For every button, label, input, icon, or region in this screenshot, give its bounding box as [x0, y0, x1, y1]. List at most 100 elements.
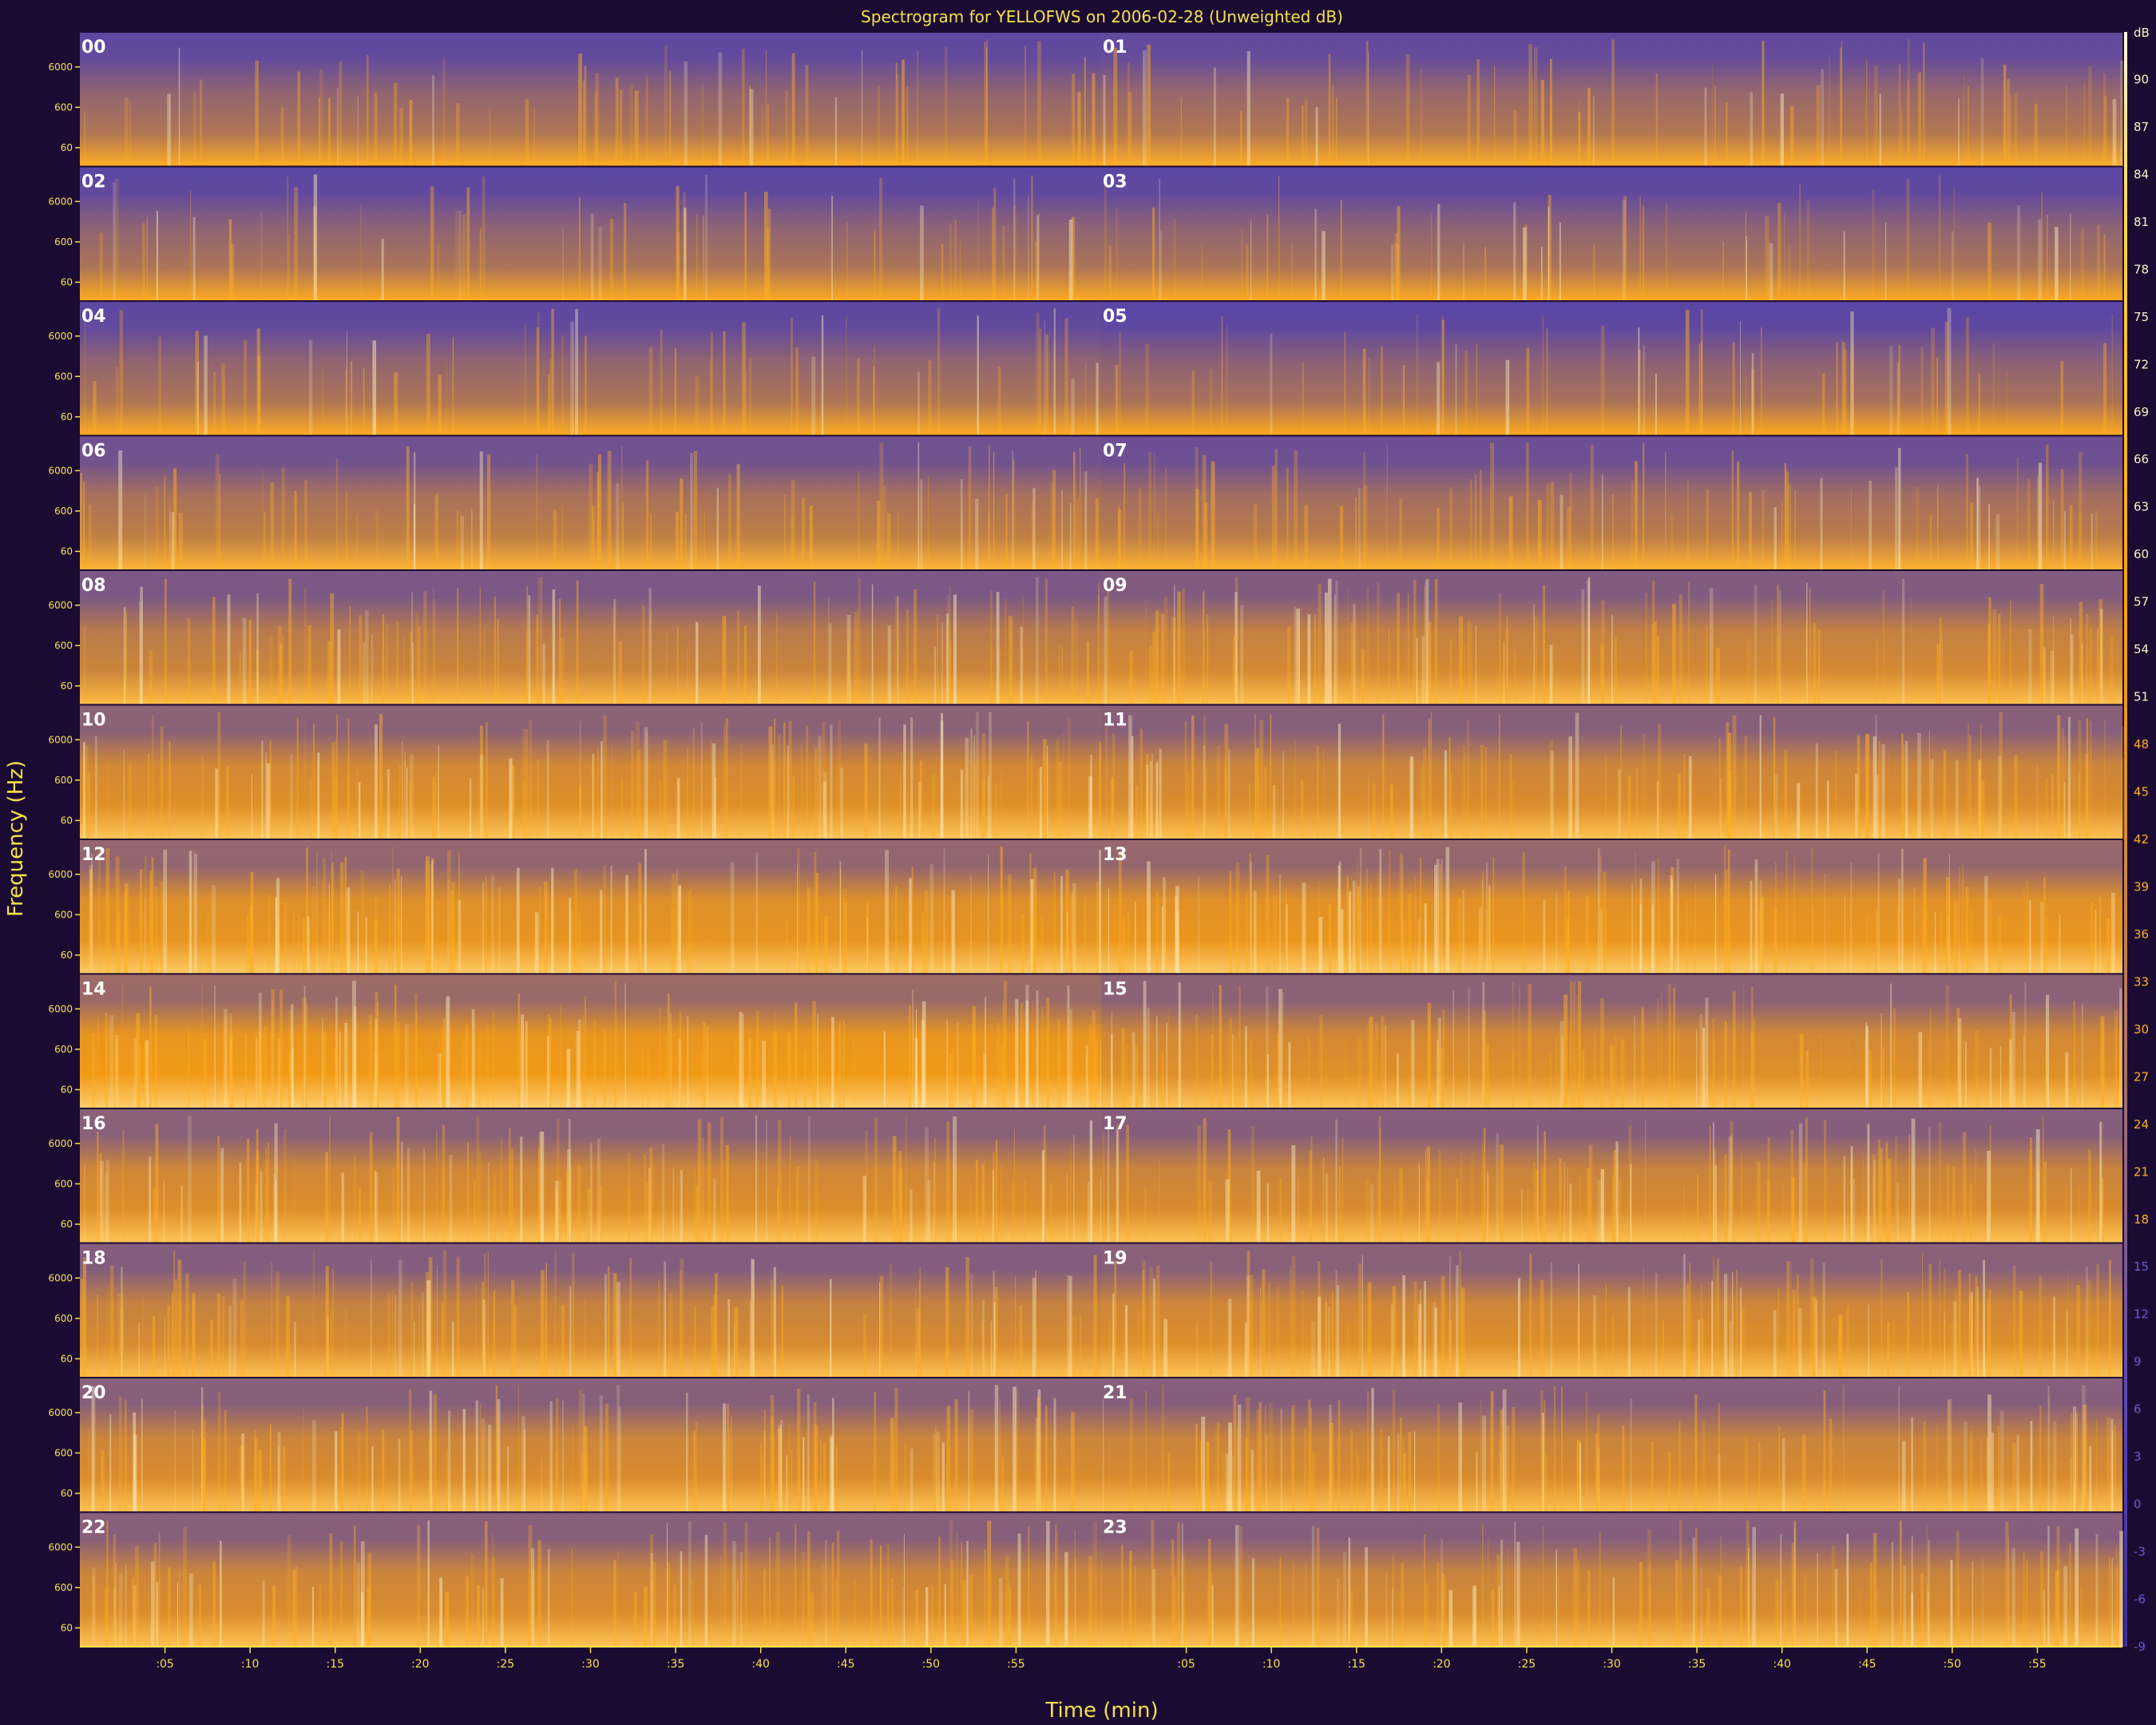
- hour-label-right: 21: [1103, 1383, 1128, 1403]
- streak: [446, 996, 450, 1108]
- hour-panel: 13: [1101, 839, 2122, 974]
- streak: [1416, 638, 1418, 705]
- streak: [1778, 1426, 1781, 1513]
- streak: [1820, 478, 1823, 570]
- streak: [1357, 1038, 1361, 1108]
- streak: [696, 214, 698, 301]
- streak: [97, 1016, 99, 1108]
- streak: [2095, 909, 2097, 974]
- streak: [2067, 1271, 2069, 1378]
- streak: [2100, 609, 2103, 705]
- streak: [2038, 462, 2043, 570]
- streak: [1086, 641, 1090, 705]
- streak: [1705, 997, 1709, 1108]
- streak: [325, 1152, 329, 1243]
- streak: [1682, 1184, 1686, 1243]
- streak: [1060, 876, 1063, 974]
- streak: [1036, 990, 1039, 1108]
- streak: [360, 205, 362, 301]
- streak: [195, 331, 199, 436]
- streak: [1598, 1447, 1600, 1513]
- streak: [1906, 178, 1910, 301]
- y-tick-label: 60: [61, 815, 73, 826]
- streak: [925, 1587, 929, 1647]
- streak: [787, 1032, 791, 1108]
- streak: [1976, 478, 1979, 570]
- streak: [831, 1542, 834, 1647]
- streak: [1540, 1279, 1544, 1378]
- streak: [684, 61, 688, 167]
- y-tick-label: 6000: [48, 1272, 73, 1283]
- streak: [992, 1170, 994, 1243]
- streak: [2102, 73, 2106, 167]
- streak: [394, 372, 398, 436]
- streak: [1071, 1412, 1075, 1513]
- streak: [1045, 1406, 1048, 1513]
- streak: [985, 997, 986, 1108]
- streak: [1491, 1589, 1495, 1647]
- streak: [446, 1449, 448, 1513]
- streak: [664, 45, 668, 167]
- streak: [1585, 895, 1590, 974]
- streak: [1639, 904, 1642, 974]
- streak: [256, 649, 260, 705]
- streak: [1183, 1592, 1185, 1647]
- streak: [106, 1521, 109, 1647]
- streak: [386, 768, 390, 839]
- streak: [879, 1545, 882, 1647]
- streak: [2119, 988, 2122, 1108]
- streak: [638, 862, 642, 974]
- streak: [871, 584, 874, 705]
- streak: [1550, 1262, 1552, 1378]
- spectrogram-row: 14 15: [80, 974, 2122, 1108]
- streak: [1149, 1267, 1153, 1378]
- hour-panel: 19: [1101, 1243, 2122, 1378]
- streak: [2055, 227, 2059, 301]
- streak: [1104, 179, 1107, 301]
- hour-label-left: 08: [81, 576, 106, 596]
- streak: [1787, 483, 1791, 570]
- streak: [517, 1386, 520, 1513]
- streak: [1992, 343, 1995, 436]
- streak: [1441, 319, 1445, 436]
- streak: [682, 192, 686, 301]
- streak: [1988, 597, 1992, 705]
- streak: [1013, 460, 1015, 570]
- streak: [1751, 369, 1755, 436]
- streak: [317, 752, 320, 839]
- streak: [249, 906, 254, 974]
- streak: [442, 1018, 446, 1108]
- hour-label-left: 20: [81, 1383, 106, 1403]
- streak: [1305, 1563, 1307, 1647]
- streak: [780, 1420, 783, 1513]
- streak: [1311, 1525, 1315, 1647]
- streak: [2044, 918, 2048, 974]
- streak: [1060, 1050, 1062, 1108]
- streak: [1069, 1009, 1072, 1108]
- streak: [1356, 858, 1358, 974]
- streak: [562, 1400, 564, 1513]
- streak: [1929, 514, 1932, 570]
- streak: [1692, 1537, 1695, 1647]
- streak: [1978, 372, 1980, 436]
- streak: [1982, 1558, 1984, 1647]
- streak: [675, 348, 677, 436]
- streak: [646, 1048, 650, 1108]
- streak: [1203, 589, 1205, 705]
- streak: [1966, 317, 1969, 436]
- streak: [149, 870, 153, 974]
- streak: [1655, 373, 1657, 436]
- streak: [1793, 855, 1795, 974]
- colorbar-tick-label: 69: [2134, 405, 2149, 419]
- streak: [534, 912, 539, 974]
- streak: [1129, 650, 1133, 705]
- streak: [584, 65, 587, 167]
- streak: [1742, 984, 1745, 1108]
- streak: [1408, 1432, 1411, 1513]
- streak: [773, 1031, 777, 1108]
- hour-label-right: 17: [1103, 1114, 1128, 1134]
- streak: [1486, 1171, 1488, 1243]
- streak: [1015, 1275, 1017, 1378]
- streak: [265, 751, 268, 839]
- streak: [559, 598, 561, 705]
